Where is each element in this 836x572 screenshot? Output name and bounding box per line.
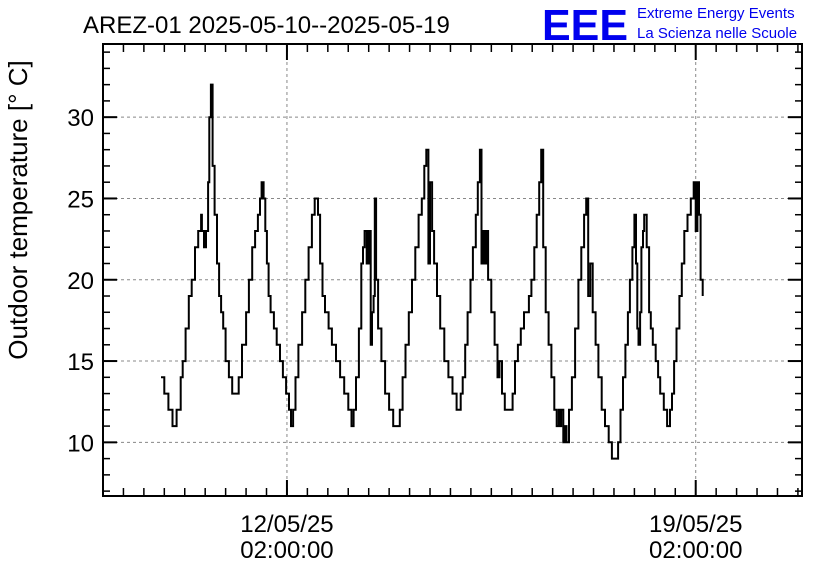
y-tick-label: 30: [67, 105, 94, 132]
y-tick-label: 20: [67, 268, 94, 295]
y-tick-labels: 10 15 20 25 30: [67, 105, 94, 457]
eee-logo-line1: Extreme Energy Events: [637, 5, 795, 22]
chart-title: AREZ-01 2025-05-10--2025-05-19: [83, 12, 450, 39]
grid-lines: [103, 44, 802, 496]
x-tick-label-time: 02:00:00: [649, 537, 742, 564]
eee-logo-mark: EEE: [542, 1, 628, 50]
axis-ticks: [102, 44, 802, 496]
x-tick-label-date: 12/05/25: [240, 511, 333, 538]
x-tick-label-time: 02:00:00: [240, 537, 333, 564]
y-tick-label: 15: [67, 349, 94, 376]
temperature-series-line: [161, 83, 704, 460]
plot-frame: [102, 43, 803, 497]
y-tick-label: 25: [67, 186, 94, 213]
eee-logo: EEE Extreme Energy Events La Scienza nel…: [542, 1, 797, 50]
eee-logo-line2: La Scienza nelle Scuole: [637, 25, 797, 42]
y-axis-label: Outdoor temperature [° C]: [3, 60, 33, 359]
x-tick-label-date: 19/05/25: [649, 511, 742, 538]
y-tick-label: 10: [67, 430, 94, 457]
